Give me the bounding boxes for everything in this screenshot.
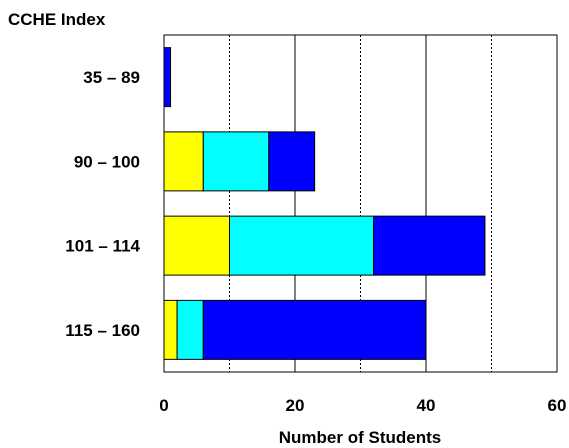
x-axis-label: Number of Students — [279, 428, 441, 447]
x-tick-label: 0 — [159, 396, 168, 415]
bars — [163, 47, 486, 360]
bar-segment-2 — [202, 131, 270, 192]
category-labels: 35 – 89 90 – 100 101 – 114 115 – 160 — [65, 68, 140, 340]
x-tick-label: 20 — [286, 396, 305, 415]
bar-segment-1 — [163, 131, 204, 192]
plot-frame — [163, 34, 558, 373]
category-label: 35 – 89 — [83, 68, 140, 87]
category-label: 90 – 100 — [74, 152, 140, 171]
bar-segment-1 — [163, 215, 230, 276]
chart-title: CCHE Index — [8, 10, 106, 29]
bar-segment-3 — [268, 131, 316, 192]
bar-segment-3 — [202, 299, 427, 360]
category-label: 115 – 160 — [65, 321, 140, 340]
bar-segment-2 — [176, 299, 204, 360]
bar-segment-1 — [163, 299, 178, 360]
x-tick-label: 60 — [548, 396, 567, 415]
x-tick-label: 40 — [417, 396, 436, 415]
x-tick-labels: 0 20 40 60 — [159, 396, 566, 415]
bar-segment-3 — [373, 215, 486, 276]
bar-segment-2 — [229, 215, 375, 276]
bar-segment-3 — [163, 47, 172, 108]
category-label: 101 – 114 — [65, 237, 140, 256]
